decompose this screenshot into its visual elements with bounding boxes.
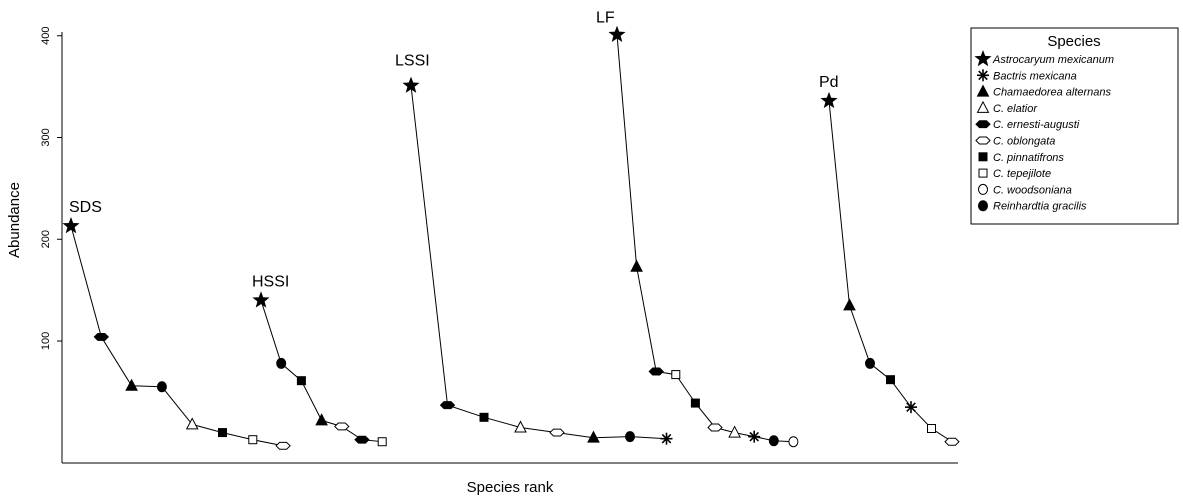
data-point [402,76,420,93]
series-sds: SDS [62,199,291,450]
legend-entry: Bactris mexicana [977,69,1077,82]
legend-label: Bactris mexicana [993,70,1077,82]
data-point [218,428,227,438]
series-label: HSSI [252,273,289,290]
legend-label: C. pinnatifrons [993,152,1064,164]
data-point [905,401,917,414]
data-point [248,435,258,445]
data-point [768,435,779,447]
data-point [690,398,700,408]
data-point [514,420,527,433]
legend-marker [978,152,988,162]
data-point [820,91,838,109]
legend-label: Chamaedorea alternans [993,87,1112,99]
legend-label: C. tepejilote [993,168,1051,180]
data-point [630,259,643,272]
legend-label: C. oblongata [993,136,1055,148]
series-label: SDS [69,199,102,216]
data-point [185,417,199,430]
data-point [843,298,856,311]
data-point [865,357,875,369]
data-point [334,422,350,431]
data-point [156,381,167,393]
legend-marker [974,50,992,67]
legend-entry: Reinhardtia gracilis [978,200,1087,213]
series-line [828,100,953,443]
series-label: LSSI [395,53,430,70]
series-label: Pd [819,74,839,91]
data-point [648,367,664,376]
legend-label: Reinhardtia gracilis [993,201,1087,213]
legend-label: Astrocaryum mexicanum [992,54,1114,66]
legend-entries: Astrocaryum mexicanum Bactris mexicana Cha… [974,50,1114,213]
legend-marker [976,100,990,113]
y-tick-label: 100 [40,332,52,350]
series-line [70,225,284,447]
data-point [275,441,291,450]
legend-entry: C. pinnatifrons [978,152,1064,164]
legend-marker [978,183,988,195]
data-point [625,431,635,443]
series-pd: Pd [819,74,960,446]
data-point [728,425,741,438]
data-point [944,437,960,446]
data-point [671,370,681,380]
y-axis-title: Abundance [6,182,23,258]
legend-entry: C. ernesti-augusti [975,119,1080,131]
data-point [748,430,761,443]
data-point [276,357,287,369]
legend-marker [976,84,990,97]
series-line [410,85,667,440]
legend-label: C. woodsoniana [993,184,1072,196]
data-point [125,378,138,391]
legend-entry: C. tepejilote [978,168,1051,180]
legend-entry: C. elatior [976,100,1038,115]
legend-box [970,27,1179,225]
legend-entry: C. oblongata [975,136,1055,148]
data-point [252,291,270,308]
series-hssi: HSSI [252,273,387,447]
series-label: LF [596,10,615,27]
data-point [439,401,456,410]
legend: Species Astrocaryum mexicanum Bactris mex… [970,27,1179,225]
legend-marker [975,136,991,145]
data-point [707,423,723,432]
data-point [93,332,110,341]
data-point [608,25,626,43]
series-lssi: LSSI [395,53,673,445]
data-point [660,432,673,445]
series-layer: SDS HSSI LSSI LF Pd [62,10,960,450]
legend-marker [978,200,988,212]
data-point [788,436,799,448]
axes [61,32,958,464]
data-point [927,424,936,434]
legend-marker [977,69,989,82]
y-tick-label: 200 [40,230,52,248]
data-point [354,435,370,444]
data-point [549,428,565,437]
series-line [616,34,794,443]
legend-entry: Chamaedorea alternans [976,84,1112,99]
data-point [886,375,895,385]
legend-entry: C. woodsoniana [978,183,1072,196]
data-point [479,412,489,422]
legend-label: C. ernesti-augusti [993,119,1080,131]
legend-marker [978,168,988,178]
data-point [296,376,306,386]
legend-marker [975,120,991,129]
data-point [315,413,328,426]
legend-title: Species [1047,33,1100,50]
legend-label: C. elatior [993,103,1038,115]
data-point [377,437,387,447]
data-point [62,217,80,234]
series-lf: LF [596,10,799,448]
legend-entry: Astrocaryum mexicanum [974,50,1114,67]
data-point [587,430,600,443]
x-axis-title: Species rank [467,479,554,496]
y-tick-label: 400 [40,27,52,45]
y-ticks: 100 200 300 400 [40,27,62,350]
y-tick-label: 300 [40,128,52,146]
